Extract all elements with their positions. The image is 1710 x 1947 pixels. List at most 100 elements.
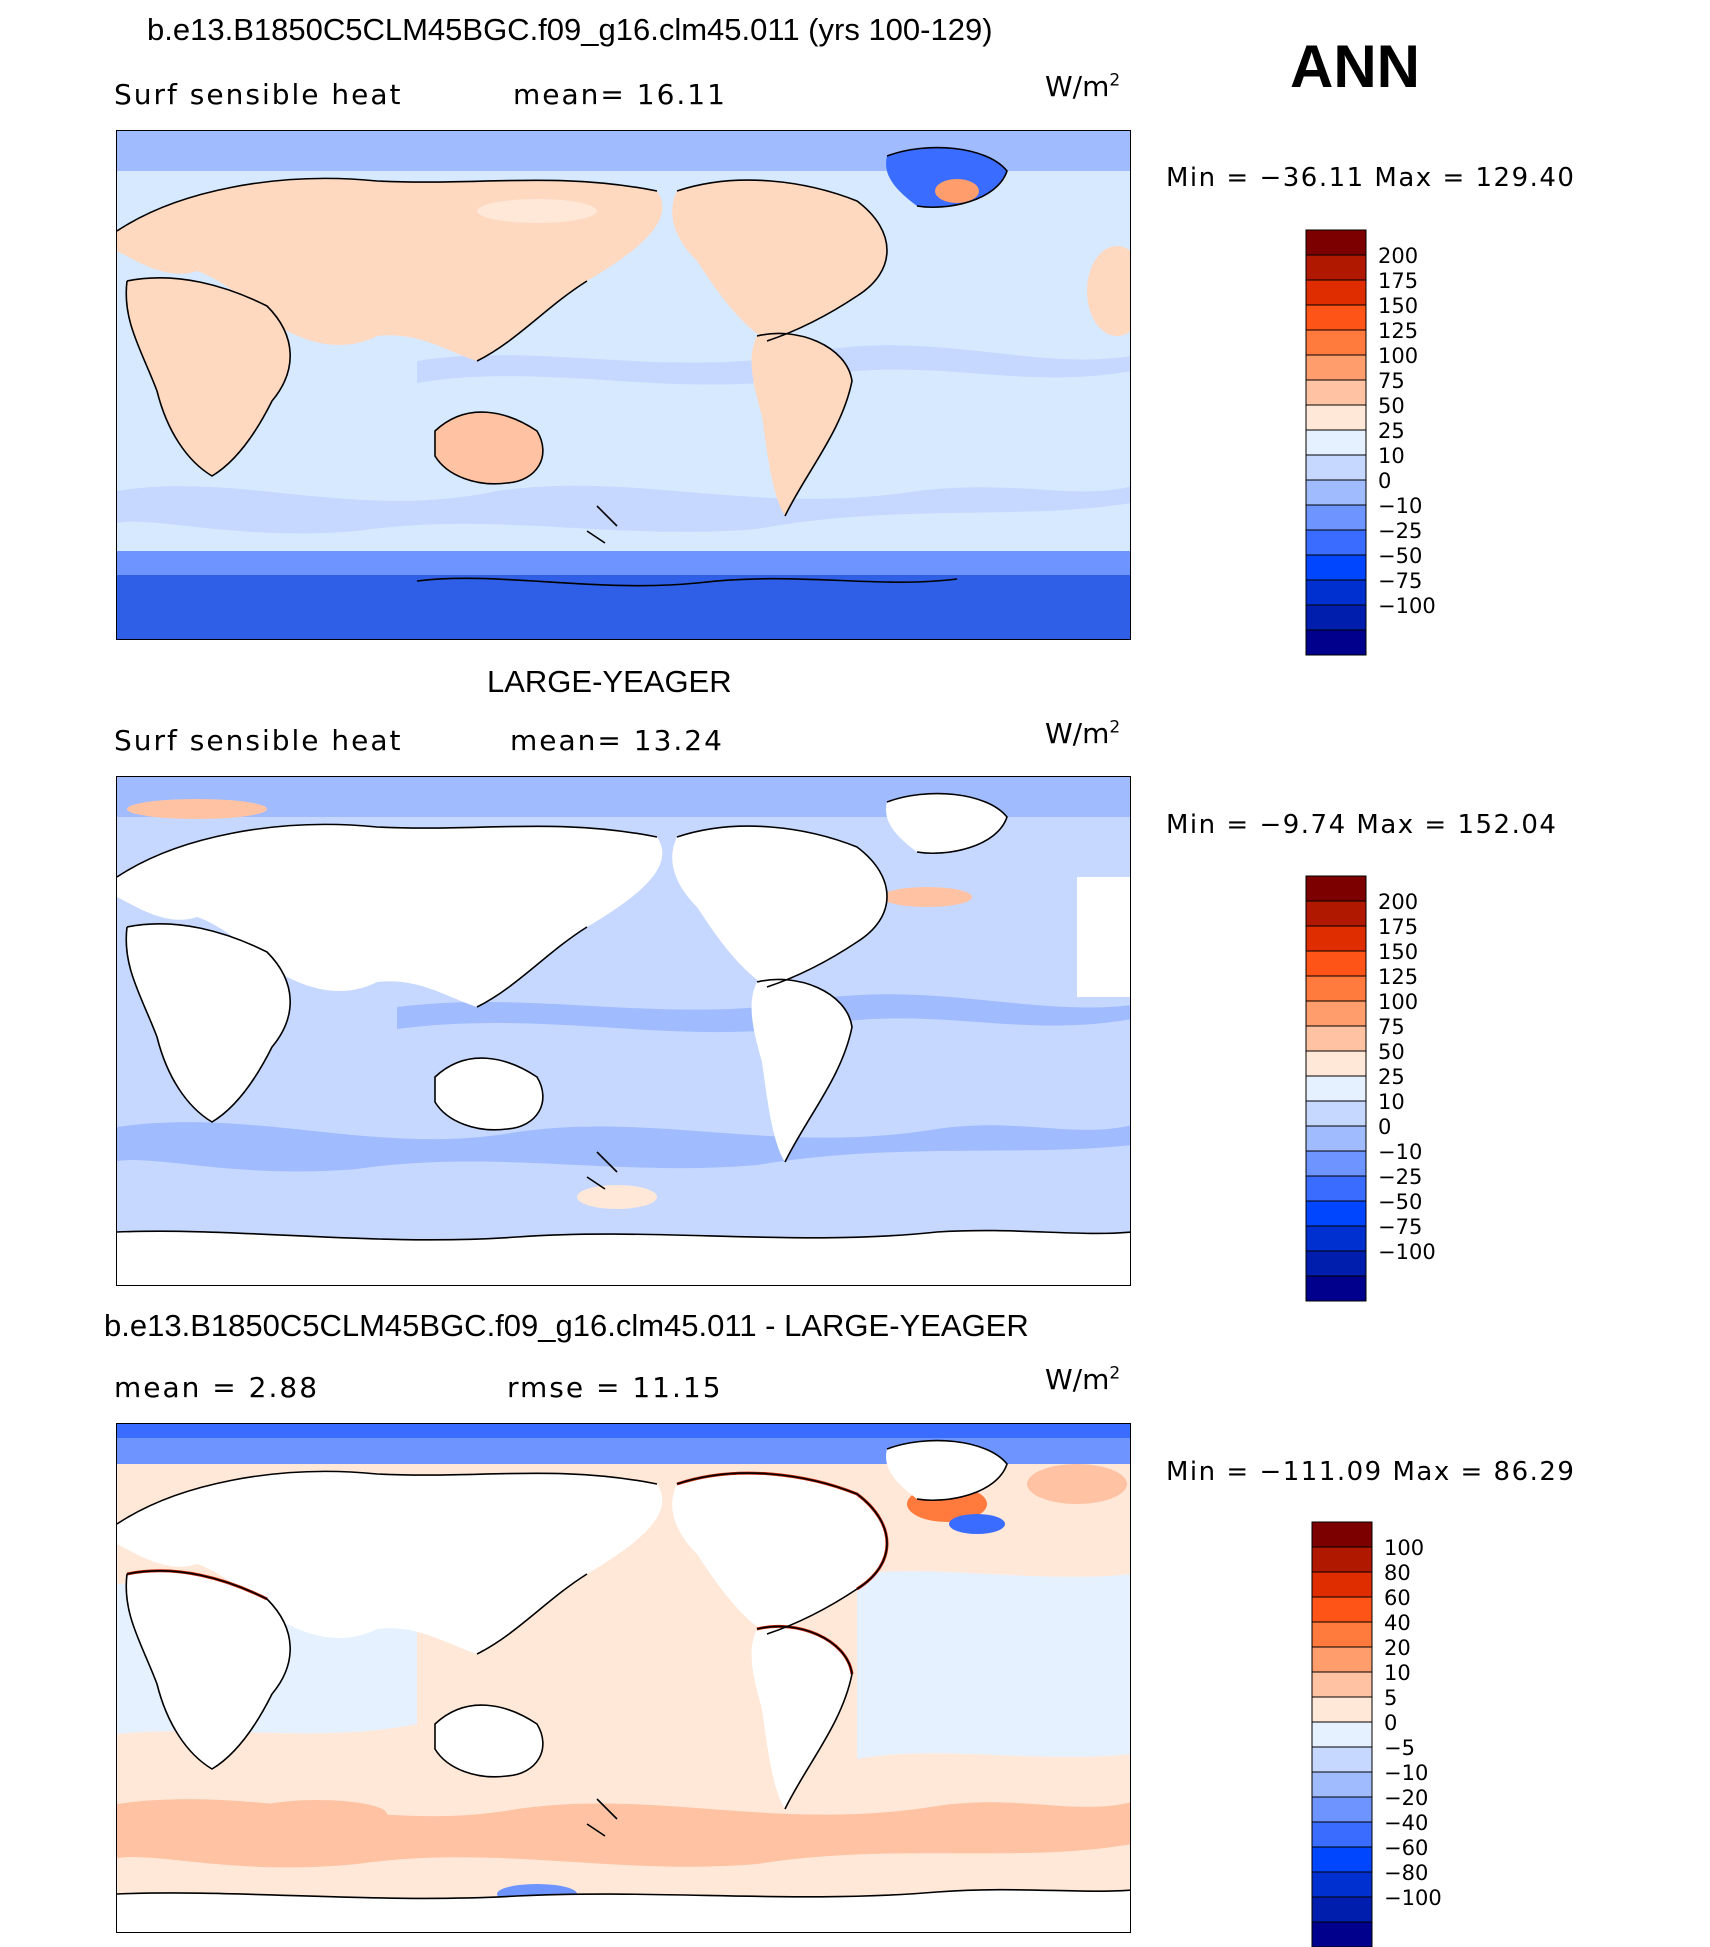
colorbar-tick-label: 150 bbox=[1378, 294, 1418, 318]
colorbar-tick-label: 0 bbox=[1378, 1115, 1391, 1139]
colorbar-tick-label: 100 bbox=[1384, 1536, 1424, 1560]
colorbar-tick-label: −10 bbox=[1384, 1761, 1428, 1785]
colorbar-swatch bbox=[1311, 1821, 1373, 1848]
panel-1-map bbox=[116, 130, 1131, 640]
colorbar-tick-label: −40 bbox=[1384, 1811, 1428, 1835]
colorbar-swatch bbox=[1311, 1921, 1373, 1947]
colorbar-swatch bbox=[1311, 1646, 1373, 1673]
colorbar-swatch bbox=[1305, 304, 1367, 331]
colorbar-tick-label: −10 bbox=[1378, 1140, 1422, 1164]
colorbar-swatch bbox=[1305, 1225, 1367, 1252]
colorbar-swatch bbox=[1305, 554, 1367, 581]
colorbar-swatch bbox=[1311, 1721, 1373, 1748]
colorbar-tick-label: −75 bbox=[1378, 569, 1422, 593]
colorbar-tick-label: −100 bbox=[1378, 1240, 1436, 1264]
colorbar-swatch bbox=[1305, 1025, 1367, 1052]
colorbar-swatch bbox=[1305, 1275, 1367, 1302]
colorbar-tick-label: −100 bbox=[1384, 1886, 1442, 1910]
colorbar-swatch bbox=[1305, 379, 1367, 406]
colorbar-tick-label: −50 bbox=[1378, 544, 1422, 568]
colorbar-tick-label: −80 bbox=[1384, 1861, 1428, 1885]
colorbar-swatch bbox=[1311, 1871, 1373, 1898]
colorbar-swatch bbox=[1311, 1671, 1373, 1698]
colorbar-swatch bbox=[1305, 254, 1367, 281]
colorbar-swatch bbox=[1305, 604, 1367, 631]
colorbar-tick-label: 0 bbox=[1378, 469, 1391, 493]
colorbar-swatch bbox=[1305, 579, 1367, 606]
panel-2-title: LARGE-YEAGER bbox=[487, 664, 732, 699]
colorbar-swatch bbox=[1305, 429, 1367, 456]
colorbar-swatch bbox=[1305, 454, 1367, 481]
colorbar-swatch bbox=[1305, 900, 1367, 927]
colorbar-tick-label: 20 bbox=[1384, 1636, 1411, 1660]
panel-1-minmax: Min = −36.11 Max = 129.40 bbox=[1166, 163, 1576, 193]
colorbar-swatch bbox=[1311, 1896, 1373, 1923]
colorbar-swatch bbox=[1305, 1075, 1367, 1102]
colorbar-swatch bbox=[1305, 1150, 1367, 1177]
colorbar-tick-label: −5 bbox=[1384, 1736, 1415, 1760]
colorbar-tick-label: −100 bbox=[1378, 594, 1436, 618]
colorbar-tick-label: 75 bbox=[1378, 1015, 1405, 1039]
panel-1-mean-label: mean= 16.11 bbox=[513, 78, 727, 111]
panel-2-map bbox=[116, 776, 1131, 1286]
colorbar-tick-label: 5 bbox=[1384, 1686, 1397, 1710]
panel-3-mean-label: mean = 2.88 bbox=[114, 1371, 320, 1404]
colorbar-swatch bbox=[1305, 479, 1367, 506]
colorbar-tick-label: 75 bbox=[1378, 369, 1405, 393]
colorbar-swatch bbox=[1305, 1050, 1367, 1077]
colorbar-swatch bbox=[1305, 1100, 1367, 1127]
panel-2-variable-label: Surf sensible heat bbox=[114, 724, 403, 757]
colorbar-swatch bbox=[1311, 1746, 1373, 1773]
panel-1-units: W/m2 bbox=[1045, 70, 1121, 103]
panel-1-variable-label: Surf sensible heat bbox=[114, 78, 403, 111]
panel-2-mean-label: mean= 13.24 bbox=[510, 724, 724, 757]
panel-1-colorbar: 200 175 150 125 100 75 50 25 10 0 −10 −25 −50 −75 −100 bbox=[1305, 229, 1506, 656]
colorbar-tick-label: 150 bbox=[1378, 940, 1418, 964]
colorbar-tick-label: 10 bbox=[1384, 1661, 1411, 1685]
panel-1-map-canvas bbox=[117, 131, 1130, 639]
colorbar-tick-label: 80 bbox=[1384, 1561, 1411, 1585]
colorbar-swatch bbox=[1305, 1000, 1367, 1027]
panel-1-title: b.e13.B1850C5CLM45BGC.f09_g16.clm45.011 … bbox=[147, 12, 993, 47]
colorbar-swatch bbox=[1311, 1596, 1373, 1623]
colorbar-tick-label: 200 bbox=[1378, 244, 1418, 268]
colorbar-swatch bbox=[1311, 1521, 1373, 1548]
colorbar-swatch bbox=[1305, 975, 1367, 1002]
colorbar-tick-label: 200 bbox=[1378, 890, 1418, 914]
panel-3-rmse-label: rmse = 11.15 bbox=[507, 1371, 723, 1404]
panel-3-map bbox=[116, 1423, 1131, 1933]
colorbar-tick-label: 10 bbox=[1378, 1090, 1405, 1114]
panel-3-colorbar: 100 80 60 40 20 10 5 0 −5 −10 −20 −40 −60 −80 −100 bbox=[1311, 1521, 1512, 1947]
colorbar-tick-label: 50 bbox=[1378, 394, 1405, 418]
panel-3-title: b.e13.B1850C5CLM45BGC.f09_g16.clm45.011 … bbox=[104, 1308, 1029, 1343]
season-label: ANN bbox=[1290, 33, 1420, 100]
colorbar-tick-label: 175 bbox=[1378, 269, 1418, 293]
colorbar-swatch bbox=[1305, 925, 1367, 952]
colorbar-tick-label: 0 bbox=[1384, 1711, 1397, 1735]
colorbar-swatch bbox=[1311, 1571, 1373, 1598]
colorbar-swatch bbox=[1305, 950, 1367, 977]
colorbar-swatch bbox=[1311, 1696, 1373, 1723]
colorbar-swatch bbox=[1305, 504, 1367, 531]
colorbar-swatch bbox=[1305, 329, 1367, 356]
colorbar-tick-label: 100 bbox=[1378, 990, 1418, 1014]
colorbar-swatch bbox=[1305, 404, 1367, 431]
panel-2-colorbar: 200 175 150 125 100 75 50 25 10 0 −10 −25 −50 −75 −100 bbox=[1305, 875, 1506, 1302]
panel-2-units: W/m2 bbox=[1045, 717, 1121, 750]
colorbar-tick-label: −20 bbox=[1384, 1786, 1428, 1810]
colorbar-swatch bbox=[1305, 529, 1367, 556]
colorbar-tick-label: 125 bbox=[1378, 319, 1418, 343]
colorbar-swatch bbox=[1305, 1200, 1367, 1227]
colorbar-tick-label: −25 bbox=[1378, 519, 1422, 543]
colorbar-swatch bbox=[1305, 629, 1367, 656]
panel-3-map-canvas bbox=[117, 1424, 1130, 1932]
colorbar-swatch bbox=[1305, 354, 1367, 381]
panel-3-units: W/m2 bbox=[1045, 1363, 1121, 1396]
colorbar-swatch bbox=[1311, 1796, 1373, 1823]
colorbar-tick-label: 40 bbox=[1384, 1611, 1411, 1635]
colorbar-swatch bbox=[1311, 1546, 1373, 1573]
colorbar-tick-label: −75 bbox=[1378, 1215, 1422, 1239]
colorbar-swatch bbox=[1311, 1771, 1373, 1798]
colorbar-tick-label: 50 bbox=[1378, 1040, 1405, 1064]
